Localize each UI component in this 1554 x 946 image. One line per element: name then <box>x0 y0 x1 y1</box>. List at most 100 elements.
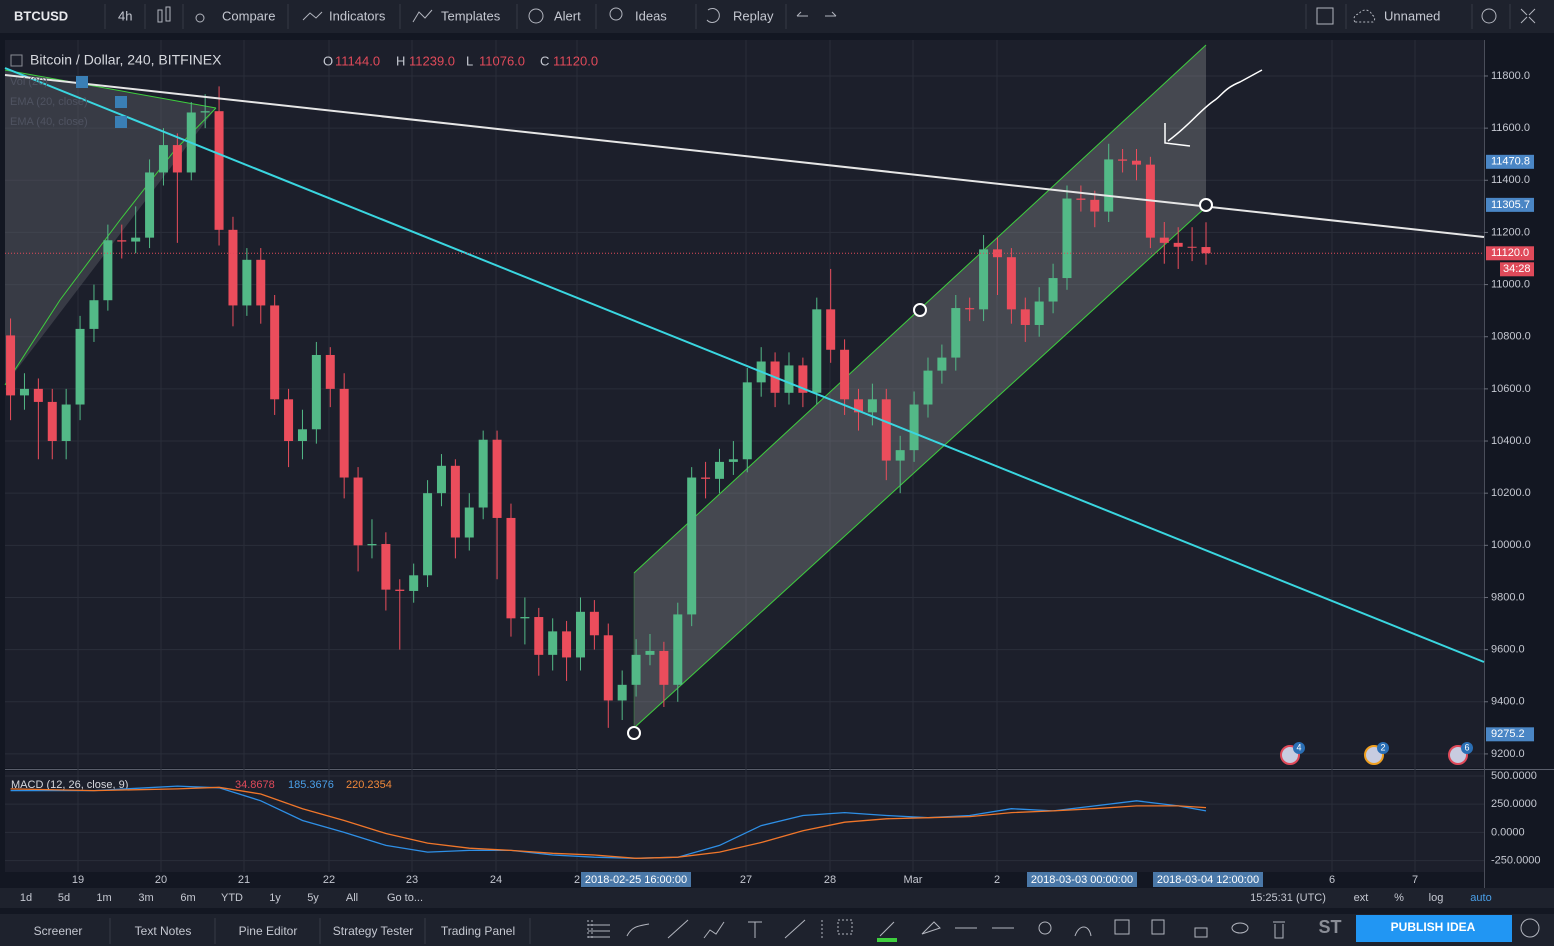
event-count: 6 <box>1464 742 1469 752</box>
candle-body <box>214 111 224 230</box>
scale-option[interactable]: % <box>1394 892 1404 904</box>
candle-body <box>1076 198 1086 200</box>
publish-label[interactable]: PUBLISH IDEA <box>1391 920 1476 934</box>
range-button[interactable]: 6m <box>180 892 195 904</box>
tab-separators <box>109 918 531 944</box>
toolbar-button[interactable]: Replay <box>733 8 774 23</box>
candle-body <box>714 461 724 479</box>
countdown: 34:28 <box>1503 263 1531 275</box>
channel-lower <box>633 206 1207 729</box>
event-count-bg <box>1293 742 1305 754</box>
candle-body <box>673 614 683 685</box>
x-tick-label: 2 <box>574 874 580 886</box>
y-tick-label: 9800.0 <box>1491 591 1525 603</box>
candle-body <box>534 617 544 655</box>
range-bar <box>0 888 1554 908</box>
chart-title: Bitcoin / Dollar, 240, BITFINEX <box>30 52 222 68</box>
candle-body <box>659 650 669 685</box>
candle-body <box>409 575 419 591</box>
scale-option[interactable]: auto <box>1470 892 1491 904</box>
candle-body <box>562 631 572 658</box>
range-button[interactable]: 1d <box>20 892 32 904</box>
ohlc-value: 11239.0 <box>409 53 455 68</box>
macd-pane <box>5 771 1484 872</box>
candle-body <box>200 111 210 113</box>
event-count: 4 <box>1296 742 1301 752</box>
scale-option[interactable]: log <box>1429 892 1444 904</box>
price-badge-label: 11305.7 <box>1491 199 1530 211</box>
collapse-box[interactable] <box>10 54 23 67</box>
time-highlight <box>581 872 691 887</box>
event-count-bg <box>1461 742 1473 754</box>
candle-body <box>284 399 294 442</box>
y-tick-label: 9600.0 <box>1491 644 1525 656</box>
range-button[interactable]: 5d <box>58 892 70 904</box>
candle-body <box>520 617 530 619</box>
range-button[interactable]: Go to... <box>387 892 423 904</box>
candle-body <box>603 635 613 701</box>
indicator-legend: EMA (40, close) <box>10 116 88 128</box>
range-button[interactable]: YTD <box>221 892 243 904</box>
x-tick-label: 19 <box>72 874 84 886</box>
candle-body <box>687 477 697 615</box>
candle-body <box>33 388 43 402</box>
y-tick-label: 11400.0 <box>1491 174 1530 186</box>
x-tick-label: 27 <box>740 874 752 886</box>
toolbar-button[interactable]: Templates <box>441 8 501 23</box>
time-highlight-label: 2018-02-25 16:00:00 <box>585 874 687 886</box>
x-tick-label: 6 <box>1329 874 1335 886</box>
candle-body <box>881 399 891 461</box>
candle-body <box>1159 237 1169 243</box>
range-button[interactable]: 1y <box>269 892 281 904</box>
candle-body <box>506 517 516 619</box>
range-button[interactable]: 1m <box>96 892 111 904</box>
range-button[interactable]: All <box>346 892 358 904</box>
user-initials[interactable]: ST <box>1318 917 1341 937</box>
candle-body <box>1201 247 1211 254</box>
publish-button[interactable] <box>1356 915 1512 942</box>
macd-title: MACD (12, 26, close, 9) <box>11 779 128 791</box>
ohlc-label: H <box>396 53 405 68</box>
bottom-tab[interactable]: Strategy Tester <box>333 924 413 938</box>
range-button[interactable]: 3m <box>138 892 153 904</box>
toolbar-button[interactable]: Indicators <box>329 8 386 23</box>
candle-body <box>145 172 155 238</box>
bottom-tab[interactable]: Screener <box>34 924 83 938</box>
candle-body <box>47 401 57 442</box>
y-tick-label: 10400.0 <box>1491 435 1531 447</box>
ohlc-value: 11144.0 <box>335 53 380 68</box>
y-tick-label: 500.0000 <box>1491 770 1537 782</box>
candle-body <box>589 611 599 636</box>
candle-body <box>826 309 836 350</box>
toolbar-button[interactable]: Compare <box>222 8 275 23</box>
bottom-tab[interactable]: Pine Editor <box>239 924 298 938</box>
candle-body <box>6 335 16 396</box>
scale-option[interactable]: ext <box>1354 892 1369 904</box>
candle-body <box>631 654 641 685</box>
symbol[interactable]: BTCUSD <box>14 8 68 23</box>
interval[interactable]: 4h <box>118 8 132 23</box>
anchor-points <box>627 198 1213 740</box>
toolbar-button[interactable]: Ideas <box>635 8 667 23</box>
candle-body <box>464 507 474 538</box>
bottom-tab[interactable]: Trading Panel <box>441 924 515 938</box>
y-tick-label: -250.0000 <box>1491 855 1541 867</box>
layout-name[interactable]: Unnamed <box>1384 8 1440 23</box>
candle-body <box>256 259 266 306</box>
range-button[interactable]: 5y <box>307 892 319 904</box>
toolbar-icons <box>157 6 1536 25</box>
legend-buttons <box>76 76 127 128</box>
y-tick-label: 250.0000 <box>1491 798 1537 810</box>
candle-body <box>131 237 141 242</box>
candle-body <box>61 404 71 442</box>
candle-body <box>992 249 1002 258</box>
toolbar-button[interactable]: Alert <box>554 8 581 23</box>
event-count-bg <box>1377 742 1389 754</box>
candle-body <box>1173 242 1183 247</box>
candles <box>6 86 1211 728</box>
y-tick-label: 10600.0 <box>1491 383 1531 395</box>
bottom-tab[interactable]: Text Notes <box>135 924 192 938</box>
x-tick-label: 24 <box>490 874 502 886</box>
x-tick-label: Mar <box>904 874 923 886</box>
